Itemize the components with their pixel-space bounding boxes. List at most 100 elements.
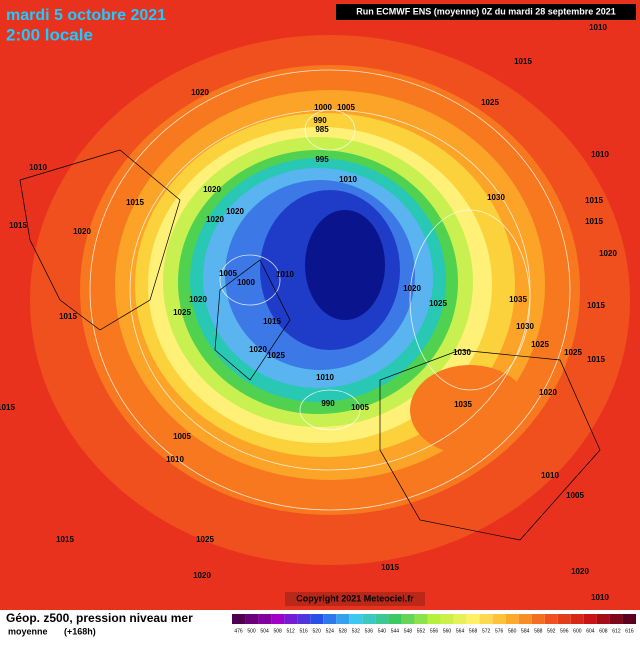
scale-swatch	[388, 614, 402, 624]
scale-label: 508	[273, 628, 282, 634]
isobar-label: 1010	[591, 150, 609, 159]
isobar-label: 1030	[487, 193, 505, 202]
scale-label: 596	[560, 628, 569, 634]
scale-label: 512	[286, 628, 295, 634]
isobar-label: 1025	[267, 351, 285, 360]
scale-label: 576	[495, 628, 504, 634]
isobar-label: 1015	[585, 196, 603, 205]
scale-swatch	[284, 614, 298, 624]
scale-label: 516	[300, 628, 309, 634]
scale-label: 556	[430, 628, 439, 634]
scale-label: 604	[586, 628, 595, 634]
scale-swatch	[336, 614, 350, 624]
isobar-label: 1025	[481, 98, 499, 107]
scale-label: 592	[547, 628, 556, 634]
isobar-label: 1020	[226, 207, 244, 216]
scale-label: 580	[508, 628, 517, 634]
scale-label: 560	[443, 628, 452, 634]
scale-label: 504	[260, 628, 269, 634]
isobar-label: 1015	[263, 317, 281, 326]
scale-swatch	[453, 614, 467, 624]
scale-swatch	[401, 614, 415, 624]
isobar-label: 1020	[206, 215, 224, 224]
isobar-label: 1020	[539, 388, 557, 397]
isobar-label: 1015	[59, 312, 77, 321]
isobar-label: 1010	[29, 163, 47, 172]
isobar-label: 1010	[276, 270, 294, 279]
scale-label: 572	[482, 628, 491, 634]
isobar-label: 1020	[193, 571, 211, 580]
isobar-label: 1020	[249, 345, 267, 354]
scale-swatch	[414, 614, 428, 624]
isobar-label: 1010	[591, 593, 609, 602]
scale-label: 588	[534, 628, 543, 634]
footer-subtitle: moyenne	[8, 626, 48, 636]
scale-label: 548	[404, 628, 413, 634]
isobar-label: 1020	[191, 88, 209, 97]
isobars	[89, 69, 571, 511]
scale-swatch	[609, 614, 623, 624]
copyright-box	[285, 592, 425, 606]
copyright: Copyright 2021 Meteociel.fr	[296, 593, 414, 603]
isobar-label: 1010	[589, 23, 607, 32]
isobar-label: 1035	[509, 295, 527, 304]
isobar-label: 1010	[166, 455, 184, 464]
scale-label: 600	[573, 628, 582, 634]
scale-swatch	[297, 614, 311, 624]
isobar-label: 1005	[173, 432, 191, 441]
isobar-label: 1015	[9, 221, 27, 230]
scale-label: 520	[313, 628, 322, 634]
scale-swatch	[323, 614, 337, 624]
isobar-label: 1005	[219, 269, 237, 278]
coastlines	[19, 149, 601, 541]
isobar-label: 1010	[316, 373, 334, 382]
scale-swatch	[466, 614, 480, 624]
run: Run ECMWF ENS (moyenne) 0Z du mardi 28 s…	[356, 6, 616, 16]
geopotential-field	[30, 35, 630, 565]
scale-label: 568	[469, 628, 478, 634]
scale-swatch	[544, 614, 558, 624]
scale-label: 564	[456, 628, 465, 634]
isobar-label: 990	[313, 116, 327, 125]
scale-swatch	[258, 614, 272, 624]
date: mardi 5 octobre 2021	[6, 7, 166, 24]
scale-swatch	[557, 614, 571, 624]
isobar-label: 1015	[126, 198, 144, 207]
isobar-label: 1015	[381, 563, 399, 572]
isobar-label: 1025	[173, 308, 191, 317]
isobar-label: 1000	[237, 278, 255, 287]
scale-label: 532	[352, 628, 361, 634]
isobar-label: 1015	[587, 301, 605, 310]
isobar-label: 1025	[196, 535, 214, 544]
isobar-label: 1020	[73, 227, 91, 236]
scale-label: 608	[599, 628, 608, 634]
isobar-label: 1005	[566, 491, 584, 500]
scale-label: 528	[339, 628, 348, 634]
isobar-label: 1010	[541, 471, 559, 480]
scale-swatch	[232, 614, 246, 624]
isobar-label: 1035	[454, 400, 472, 409]
run-box	[336, 4, 636, 20]
isobar-label: 1005	[351, 403, 369, 412]
isobar-label: 1020	[571, 567, 589, 576]
isobar-label: 1015	[587, 355, 605, 364]
scale-label: 544	[391, 628, 400, 634]
isobar-label: 1025	[564, 348, 582, 357]
scale-swatch	[362, 614, 376, 624]
isobar-label: 995	[315, 155, 329, 164]
scale-swatch	[427, 614, 441, 624]
scale-swatch	[505, 614, 519, 624]
time: 2:00 locale	[6, 25, 93, 44]
scale-swatch	[479, 614, 493, 624]
scale-label: 524	[326, 628, 335, 634]
footer-lead: (+168h)	[64, 626, 96, 636]
isobar-label: 985	[315, 125, 329, 134]
scale-swatch	[622, 614, 636, 624]
isobar-label: 1030	[453, 348, 471, 357]
scale-swatch	[596, 614, 610, 624]
isobar-label: 1010	[339, 175, 357, 184]
scale-label: 552	[417, 628, 426, 634]
isobar-label: 1015	[56, 535, 74, 544]
isobar-label: 1020	[599, 249, 617, 258]
